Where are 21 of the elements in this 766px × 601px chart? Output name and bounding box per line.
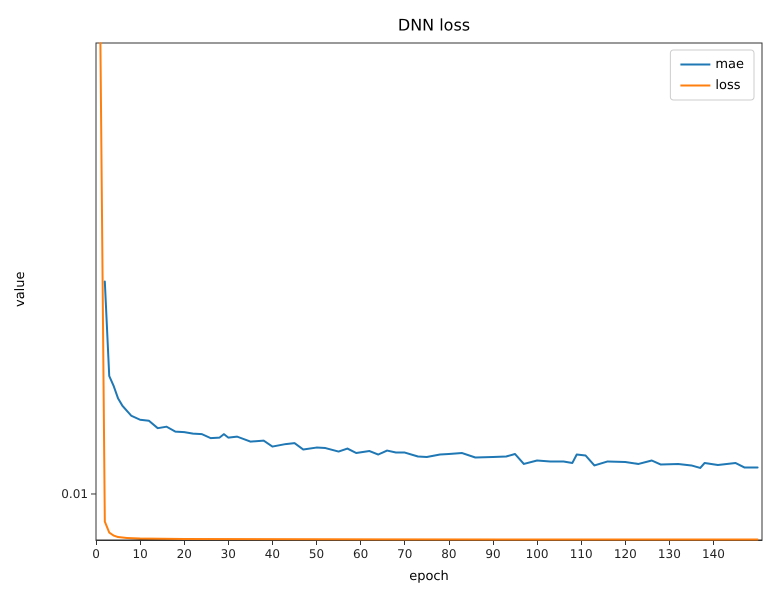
x-tick-label: 80 xyxy=(441,547,456,561)
x-tick-label: 10 xyxy=(132,547,148,561)
x-tick-label: 30 xyxy=(220,547,236,561)
legend-label: mae xyxy=(715,57,744,72)
text: 0.01 xyxy=(61,486,88,501)
x-tick-label: 70 xyxy=(397,547,412,561)
y-axis-title: value xyxy=(13,271,28,308)
x-tick-label: 0 xyxy=(92,547,100,561)
legend-label: loss xyxy=(715,78,741,93)
x-tick-label: 40 xyxy=(264,547,280,561)
x-tick-label: 90 xyxy=(485,547,501,561)
x-tick-label: 100 xyxy=(526,547,549,561)
chart-title: DNN loss xyxy=(398,16,470,34)
x-tick-label: 130 xyxy=(658,547,681,561)
x-tick-label: 110 xyxy=(570,547,593,561)
x-tick-label: 20 xyxy=(176,547,192,561)
x-tick-label: 50 xyxy=(308,547,324,561)
x-axis-title: epoch xyxy=(409,569,449,584)
x-tick-label: 140 xyxy=(702,547,725,561)
x-tick-label: 60 xyxy=(352,547,368,561)
x-tick-label: 120 xyxy=(614,547,637,561)
